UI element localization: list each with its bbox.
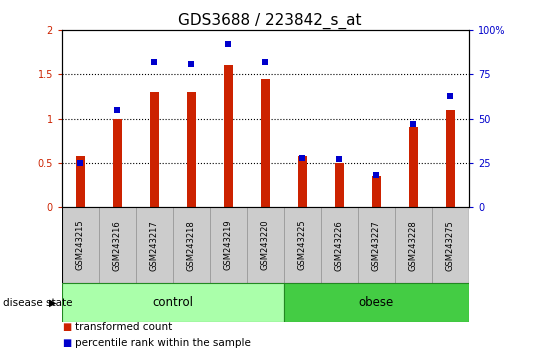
Bar bbox=[446, 110, 455, 207]
Bar bbox=[432, 207, 469, 283]
Text: GSM243217: GSM243217 bbox=[150, 220, 159, 270]
Bar bbox=[150, 92, 159, 207]
Point bbox=[150, 59, 159, 65]
Bar bbox=[284, 283, 469, 322]
Text: GSM243225: GSM243225 bbox=[298, 220, 307, 270]
Text: obese: obese bbox=[359, 296, 394, 309]
Bar bbox=[358, 207, 395, 283]
Point bbox=[76, 160, 85, 166]
Bar bbox=[62, 207, 99, 283]
Bar bbox=[99, 207, 136, 283]
Bar bbox=[298, 156, 307, 207]
Point bbox=[113, 107, 122, 113]
Text: GSM243275: GSM243275 bbox=[446, 220, 455, 270]
Text: percentile rank within the sample: percentile rank within the sample bbox=[75, 338, 251, 348]
Bar bbox=[113, 119, 122, 207]
Point bbox=[446, 93, 455, 98]
Text: GSM243218: GSM243218 bbox=[187, 220, 196, 270]
Text: GSM243227: GSM243227 bbox=[372, 220, 381, 270]
Bar bbox=[247, 207, 284, 283]
Text: GSM243220: GSM243220 bbox=[261, 220, 270, 270]
Text: GSM243219: GSM243219 bbox=[224, 220, 233, 270]
Text: GSM243228: GSM243228 bbox=[409, 220, 418, 270]
Bar bbox=[76, 156, 85, 207]
Point bbox=[409, 121, 418, 127]
Bar bbox=[409, 127, 418, 207]
Bar bbox=[136, 207, 173, 283]
Bar bbox=[187, 92, 196, 207]
Bar bbox=[210, 207, 247, 283]
Text: control: control bbox=[153, 296, 194, 309]
Text: disease state: disease state bbox=[3, 298, 72, 308]
Bar bbox=[261, 79, 270, 207]
Bar bbox=[62, 283, 284, 322]
Bar bbox=[224, 65, 233, 207]
Text: GDS3688 / 223842_s_at: GDS3688 / 223842_s_at bbox=[178, 12, 361, 29]
Text: ▶: ▶ bbox=[49, 298, 57, 308]
Point bbox=[335, 156, 344, 162]
Point bbox=[372, 172, 381, 178]
Text: transformed count: transformed count bbox=[75, 322, 172, 332]
Bar bbox=[284, 207, 321, 283]
Bar bbox=[395, 207, 432, 283]
Point bbox=[187, 61, 196, 67]
Bar bbox=[321, 207, 358, 283]
Text: GSM243216: GSM243216 bbox=[113, 220, 122, 270]
Text: ■: ■ bbox=[62, 338, 71, 348]
Point bbox=[224, 41, 233, 47]
Bar bbox=[173, 207, 210, 283]
Point bbox=[298, 155, 307, 160]
Point bbox=[261, 59, 270, 65]
Text: GSM243226: GSM243226 bbox=[335, 220, 344, 270]
Text: ■: ■ bbox=[62, 322, 71, 332]
Bar bbox=[335, 163, 344, 207]
Bar bbox=[372, 176, 381, 207]
Text: GSM243215: GSM243215 bbox=[76, 220, 85, 270]
